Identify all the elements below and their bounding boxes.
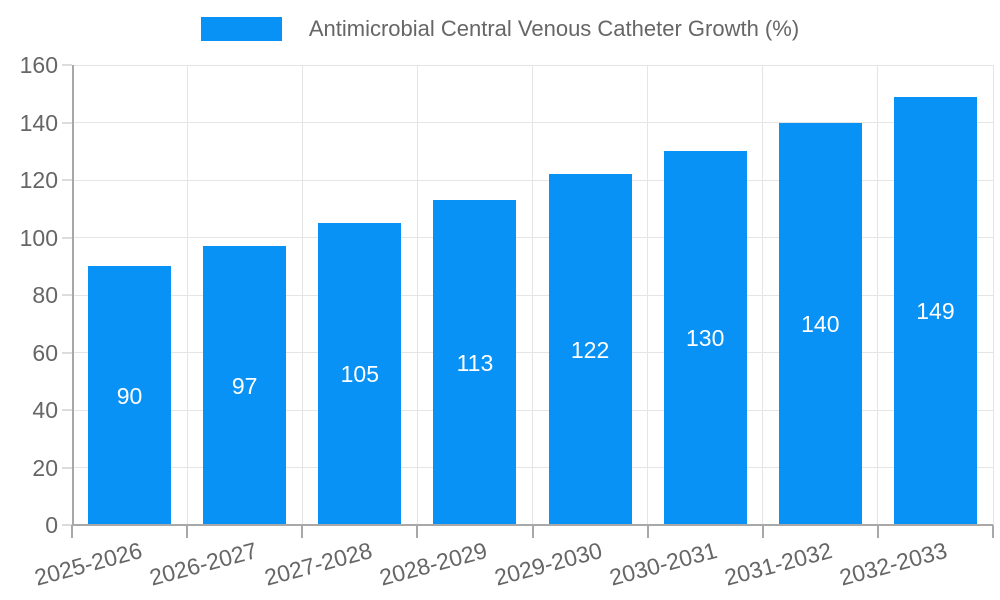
- y-axis-tick-mark: [62, 294, 72, 296]
- y-axis-tick-label: 160: [19, 52, 58, 78]
- x-axis-tick-mark: [992, 525, 994, 538]
- x-axis-tick-mark: [646, 525, 649, 538]
- y-axis-tick-label: 20: [32, 454, 58, 481]
- x-axis-tick-label-text: 2031-2032: [722, 537, 836, 591]
- bar[interactable]: [893, 96, 977, 525]
- legend-swatch-rect-icon: [200, 17, 282, 41]
- y-axis-tick-mark: [62, 466, 72, 469]
- vertical-gridline: [301, 65, 303, 525]
- y-axis-tick-mark: [62, 179, 72, 181]
- bar[interactable]: [203, 246, 287, 525]
- vertical-gridline: [532, 65, 533, 525]
- y-axis-tick-mark: [62, 64, 72, 66]
- x-axis-tick-label-text: 2029-2030: [491, 537, 605, 591]
- plot-area: 90 97 105 113 122 130 140 149: [62, 64, 994, 538]
- y-axis-tick-label: 80: [32, 282, 58, 308]
- y-axis-tick-label: 120: [19, 167, 58, 193]
- legend[interactable]: Antimicrobial Central Venous Catheter Gr…: [0, 16, 1000, 42]
- vertical-gridline: [762, 65, 764, 525]
- y-axis-tick-mark: [62, 351, 72, 354]
- y-axis-tick-label: 40: [32, 397, 58, 423]
- x-axis-tick-mark: [186, 525, 189, 538]
- vertical-gridline: [186, 65, 188, 525]
- bar[interactable]: [88, 266, 172, 525]
- vertical-gridline: [992, 65, 994, 525]
- x-axis-tick-mark: [531, 525, 534, 538]
- bar[interactable]: [433, 200, 517, 525]
- x-axis-tick-label-text: 2032-2033: [837, 537, 951, 591]
- y-axis-tick-mark: [62, 236, 72, 239]
- x-axis-tick-label: 2030-2031: [453, 537, 720, 591]
- y-axis-tick-label: 0: [45, 512, 58, 538]
- legend-label: Antimicrobial Central Venous Catheter Gr…: [308, 16, 800, 41]
- y-axis-tick-mark: [62, 524, 72, 526]
- x-axis-tick-mark: [71, 525, 73, 538]
- bar[interactable]: [548, 174, 632, 525]
- x-axis-tick-mark: [761, 525, 764, 538]
- x-axis-tick-label: 2032-2033: [683, 537, 950, 591]
- bar[interactable]: [663, 151, 747, 525]
- y-axis-tick-label: 100: [19, 224, 58, 251]
- x-axis-tick-label: 2027-2028: [108, 537, 375, 591]
- vertical-gridline: [877, 65, 879, 525]
- x-axis-tick-mark: [416, 525, 419, 538]
- vertical-gridline: [416, 65, 418, 525]
- x-axis-tick-label-text: 2025-2026: [31, 537, 145, 591]
- y-axis-tick-mark: [62, 409, 72, 411]
- y-axis-tick-mark: [62, 121, 72, 124]
- vertical-gridline: [647, 65, 649, 525]
- x-axis-tick-label: 2025-2026: [0, 537, 144, 591]
- x-axis-tick-label-text: 2027-2028: [261, 537, 375, 591]
- x-axis-tick-label: 2029-2030: [338, 537, 605, 591]
- x-axis-tick-label-text: 2026-2027: [146, 537, 260, 591]
- x-axis-tick-mark: [876, 525, 879, 538]
- x-axis-tick-label-text: 2028-2029: [376, 537, 490, 591]
- x-axis-tick-label: 2026-2027: [0, 537, 259, 591]
- bar[interactable]: [778, 122, 862, 525]
- x-axis-tick-label: 2028-2029: [223, 537, 490, 591]
- y-axis-line: [72, 65, 74, 525]
- x-axis-tick-label-text: 2030-2031: [606, 537, 720, 591]
- x-axis-tick-mark: [301, 525, 304, 538]
- bar[interactable]: [318, 223, 402, 525]
- x-axis-line: [72, 524, 993, 526]
- y-axis-tick-label: 60: [32, 339, 58, 366]
- x-axis-tick-label: 2031-2032: [568, 537, 835, 591]
- y-axis-tick-label: 140: [19, 109, 58, 136]
